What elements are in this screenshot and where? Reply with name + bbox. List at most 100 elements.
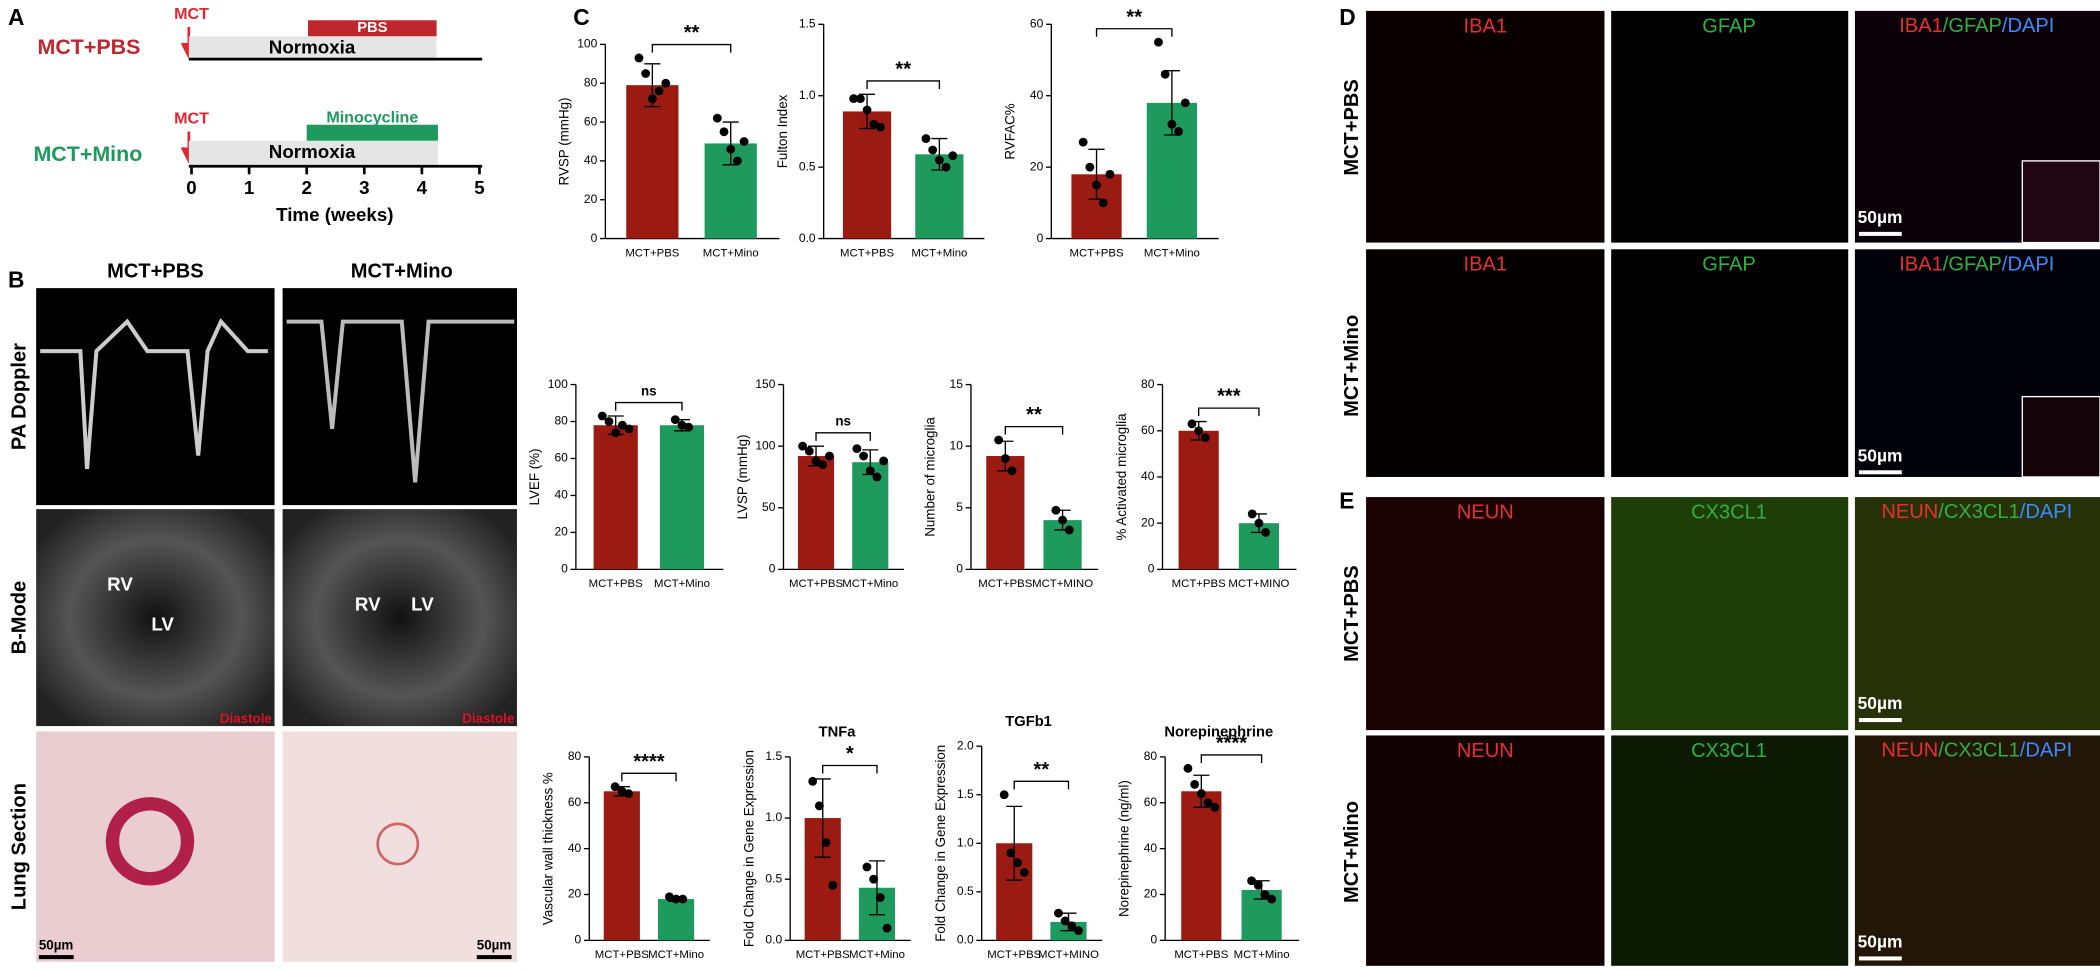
y-axis-title: RVFAC%: [1003, 103, 1018, 159]
y-tick-label: 100: [548, 377, 568, 391]
iba1-image: [1366, 10, 1605, 243]
data-point: [1085, 162, 1095, 172]
condition-label: Normoxia: [269, 141, 356, 162]
bar-chart: 0 20 40 60 80 Norepinephrine (ng/ml) Norepinep…: [1117, 725, 1300, 961]
data-point: [1261, 528, 1271, 537]
data-point: [1196, 789, 1206, 798]
channel-label: IBA1: [1464, 254, 1508, 276]
data-point: [610, 782, 620, 792]
data-point: [821, 838, 831, 847]
channel: IBA1: [1899, 15, 1943, 37]
y-tick-label: 60: [1144, 795, 1158, 809]
scale-bar: 50µm: [39, 937, 74, 952]
data-point: [1006, 848, 1016, 858]
x-tick-label: MCT+Mino: [842, 578, 898, 590]
data-point: [1098, 198, 1108, 208]
significance-bracket: [822, 764, 878, 774]
images: [36, 10, 2100, 966]
scale-line: [1858, 718, 1902, 723]
x-tick-label: MCT+Mino: [648, 949, 704, 961]
x-tick-label: MCT+PBS: [789, 578, 843, 590]
data-point: [849, 94, 859, 103]
x-tick-label: MCT+PBS: [625, 247, 679, 259]
bar: [852, 462, 889, 570]
panel-label: C: [573, 4, 589, 30]
tick-label: 4: [417, 177, 428, 198]
data-point: [1054, 908, 1063, 918]
chamber-label: RV: [107, 573, 133, 594]
data-point: [862, 105, 872, 115]
channel-label: NEUN: [1457, 740, 1514, 762]
drug-label: MCT: [174, 5, 209, 23]
x-tick-label: MCT+Mino: [703, 247, 759, 259]
y-tick-label: 80: [568, 749, 582, 763]
bar: [842, 111, 892, 239]
y-tick-label: 100: [577, 37, 597, 51]
y-tick-label: 60: [1030, 16, 1044, 30]
data-point: [1064, 525, 1074, 535]
channel: /CX3CL1: [1938, 740, 2019, 762]
significance-label: ****: [1216, 733, 1247, 755]
data-point: [818, 460, 828, 470]
x-tick-label: MCT+MINO: [1038, 949, 1099, 961]
lung-image: [36, 731, 275, 962]
data-point: [1247, 509, 1257, 519]
y-tick-label: 1.0: [799, 88, 816, 102]
data-point: [999, 790, 1009, 800]
doppler-image: [36, 288, 275, 506]
y-tick-label: 50: [762, 500, 776, 514]
significance-label: **: [1026, 404, 1042, 426]
channel-label: NEUN: [1457, 501, 1514, 523]
data-point: [654, 86, 664, 96]
data-point: [1051, 505, 1061, 515]
data-point: [617, 786, 627, 796]
y-tick-label: 10: [950, 438, 964, 452]
y-tick-label: 5: [956, 500, 963, 514]
significance-bracket: [815, 432, 871, 441]
data-point: [859, 451, 868, 461]
significance-bracket: [1200, 754, 1263, 763]
data-point: [1253, 880, 1263, 890]
channel-label: GFAP: [1702, 15, 1756, 37]
y-tick-label: 0: [956, 562, 963, 576]
data-point: [719, 127, 729, 137]
y-axis-title: % Activated microglia: [1114, 413, 1129, 541]
merge-label: NEUN/CX3CL1/DAPI: [1881, 740, 2072, 762]
x-tick-label: MCT+PBS: [589, 578, 643, 590]
column-label: MCT+Mino: [351, 260, 453, 282]
data-point: [1105, 169, 1115, 179]
y-tick-label: 40: [1144, 841, 1158, 855]
row-label: MCT+Mino: [1341, 801, 1363, 903]
data-point: [677, 420, 687, 430]
y-tick-label: 1.5: [957, 787, 974, 801]
data-point: [872, 472, 882, 482]
data-point: [934, 155, 944, 165]
data-point: [798, 441, 808, 451]
drug-label: MCT: [174, 110, 209, 128]
x-tick-label: MCT+Mino: [654, 578, 710, 590]
channel: /DAPI: [2020, 501, 2072, 523]
y-tick-label: 40: [1030, 88, 1044, 102]
y-tick-label: 20: [584, 192, 598, 206]
data-point: [1203, 798, 1213, 808]
data-point: [1210, 802, 1220, 812]
tick-label: 5: [474, 177, 484, 198]
merge-image: [1854, 735, 2100, 966]
significance-bracket: [1013, 780, 1070, 790]
row-label: MCT+PBS: [1341, 565, 1363, 662]
bar: [593, 425, 638, 570]
merge-label: IBA1/GFAP/DAPI: [1899, 254, 2054, 276]
y-tick-label: 1.5: [799, 16, 816, 30]
chart-title: Norepinephrine: [1164, 725, 1273, 741]
channel: /DAPI: [2002, 15, 2054, 37]
channel: IBA1: [1899, 254, 1943, 276]
error-bar: [868, 860, 885, 916]
data-point: [1174, 127, 1183, 136]
scale-line: [1858, 470, 1902, 475]
y-tick-label: 1.5: [765, 749, 782, 763]
panel-label: A: [8, 4, 24, 30]
y-tick-label: 0: [1150, 933, 1157, 947]
column-label: MCT+PBS: [107, 260, 204, 282]
scale-bar: 50µm: [1858, 445, 1903, 465]
y-axis-title: Fold Change in Gene Expression: [933, 745, 948, 942]
